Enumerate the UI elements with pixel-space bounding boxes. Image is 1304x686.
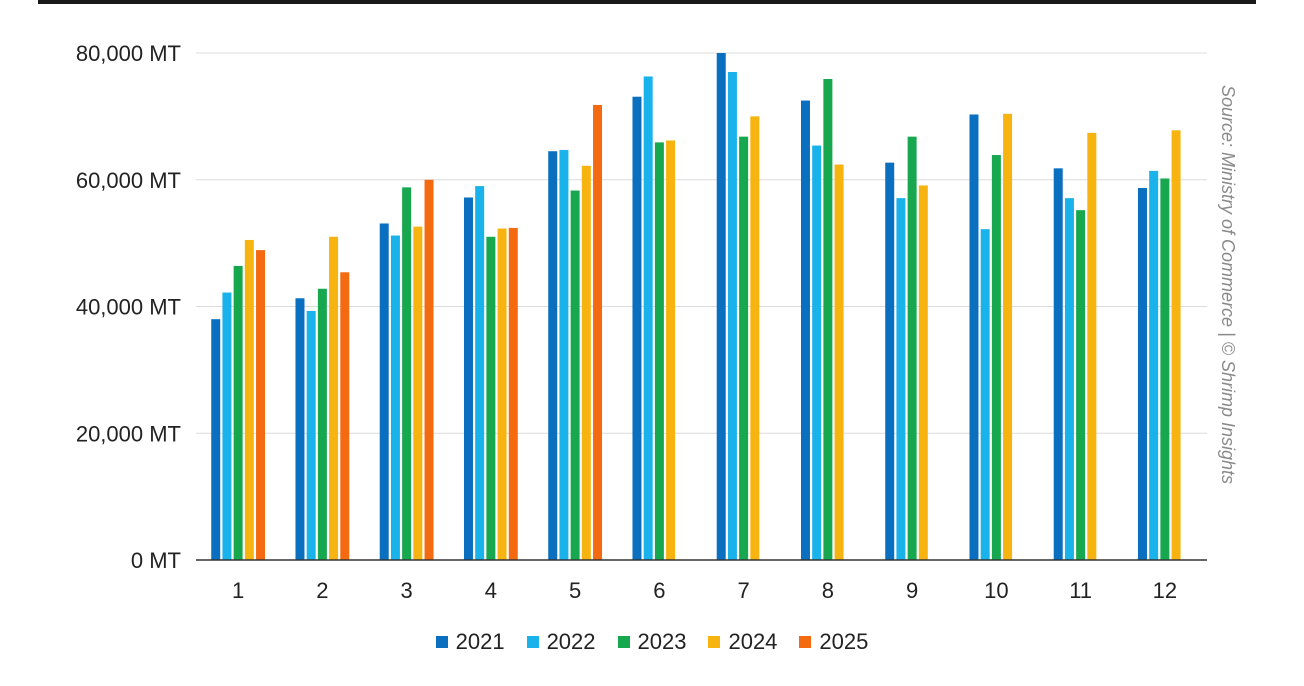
y-tick-label: 60,000 MT: [76, 168, 181, 193]
legend-item-2021: 2021: [435, 629, 505, 655]
bar-2025-5: [593, 104, 603, 560]
legend-item-2022: 2022: [526, 629, 596, 655]
x-tick-label: 1: [232, 578, 244, 603]
bar-2024-6: [666, 140, 676, 560]
bar-2022-2: [306, 310, 316, 560]
bar-2023-6: [654, 142, 664, 560]
x-tick-label: 7: [738, 578, 750, 603]
bar-2021-10: [969, 114, 979, 560]
bar-2024-12: [1171, 130, 1181, 560]
x-tick-label: 12: [1153, 578, 1177, 603]
x-tick-label: 6: [653, 578, 665, 603]
bar-2023-12: [1160, 178, 1170, 561]
bar-2021-11: [1053, 168, 1063, 560]
x-tick-label: 11: [1069, 578, 1092, 603]
bar-2021-2: [295, 298, 305, 560]
x-tick-label: 8: [822, 578, 834, 603]
x-tick-label: 10: [984, 578, 1008, 603]
legend-swatch: [435, 636, 448, 648]
bar-2024-3: [413, 226, 423, 560]
legend: 2021 2022 2023 2024 2025: [0, 626, 1304, 658]
legend-swatch: [526, 636, 539, 648]
bar-2023-8: [823, 78, 833, 560]
bar-2021-7: [716, 53, 726, 560]
bar-2021-9: [885, 162, 895, 561]
bar-2021-8: [800, 100, 810, 560]
x-axis-ticks: 1 2 3 4 5 6 7 8 9 10 11 12: [232, 578, 1177, 603]
bar-2023-11: [1076, 210, 1086, 561]
bar-2022-10: [980, 229, 990, 560]
bar-2024-2: [329, 236, 339, 560]
legend-label: 2021: [455, 629, 505, 654]
legend-label: 2023: [637, 629, 687, 654]
bar-2023-1: [233, 265, 243, 560]
y-axis-ticks: 0 MT 20,000 MT 40,000 MT 60,000 MT 80,000 MT: [76, 41, 181, 573]
bar-2023-3: [402, 187, 412, 561]
bar-2022-12: [1149, 170, 1159, 560]
bar-2021-6: [632, 96, 642, 560]
bar-2021-12: [1137, 187, 1147, 560]
bar-2025-1: [256, 250, 266, 560]
bar-2022-8: [812, 145, 822, 560]
bars: [211, 53, 1181, 561]
x-tick-label: 3: [401, 578, 413, 603]
bar-2022-1: [222, 292, 232, 560]
bar-2025-3: [424, 179, 434, 560]
bar-2021-1: [211, 319, 221, 560]
bar-2024-1: [244, 239, 254, 561]
gridlines: [196, 52, 1207, 434]
legend-swatch: [708, 636, 721, 648]
bar-chart: 0 MT 20,000 MT 40,000 MT 60,000 MT 80,000 MT…: [76, 41, 1238, 603]
bar-2021-4: [463, 197, 473, 560]
bar-2025-2: [340, 272, 350, 560]
bar-2021-3: [379, 223, 389, 560]
top-rule: [38, 0, 1256, 4]
bar-2022-5: [559, 149, 569, 560]
bar-2022-6: [643, 76, 653, 560]
bar-2022-7: [727, 72, 737, 560]
bar-2021-5: [548, 151, 558, 560]
x-tick-label: 2: [316, 578, 328, 603]
y-tick-label: 80,000 MT: [76, 41, 181, 66]
bar-2023-7: [739, 136, 749, 560]
bar-2024-5: [581, 165, 591, 560]
legend-label: 2024: [728, 629, 778, 654]
bar-2024-9: [918, 185, 928, 561]
legend-item-2023: 2023: [617, 629, 687, 655]
bar-2023-10: [991, 155, 1001, 560]
bar-2024-11: [1087, 132, 1097, 561]
legend-swatch: [617, 636, 630, 648]
x-tick-label: 5: [569, 578, 581, 603]
bar-2024-8: [834, 164, 844, 561]
legend-item-2025: 2025: [799, 629, 868, 655]
x-tick-label: 4: [485, 578, 497, 603]
legend-label: 2022: [546, 629, 596, 654]
bar-2025-4: [508, 227, 518, 561]
bar-2022-11: [1064, 198, 1074, 560]
bar-2024-7: [750, 116, 760, 560]
source-note: Source: Ministry of Commerce | © Shrimp …: [1218, 85, 1238, 484]
bar-2024-10: [1003, 113, 1013, 560]
y-tick-label: 20,000 MT: [76, 421, 181, 446]
y-tick-label: 0 MT: [131, 548, 181, 573]
bar-2023-9: [907, 136, 917, 560]
bar-2024-4: [497, 228, 507, 560]
y-tick-label: 40,000 MT: [76, 295, 181, 320]
legend-swatch: [799, 636, 812, 648]
legend-label: 2025: [819, 629, 869, 654]
bar-2023-5: [570, 190, 580, 560]
bar-2022-3: [390, 235, 400, 560]
bar-2023-2: [317, 288, 327, 560]
x-tick-label: 9: [906, 578, 918, 603]
bar-2023-4: [486, 236, 496, 560]
bar-2022-9: [896, 198, 906, 560]
bar-2022-4: [475, 186, 485, 560]
legend-item-2024: 2024: [708, 629, 777, 655]
